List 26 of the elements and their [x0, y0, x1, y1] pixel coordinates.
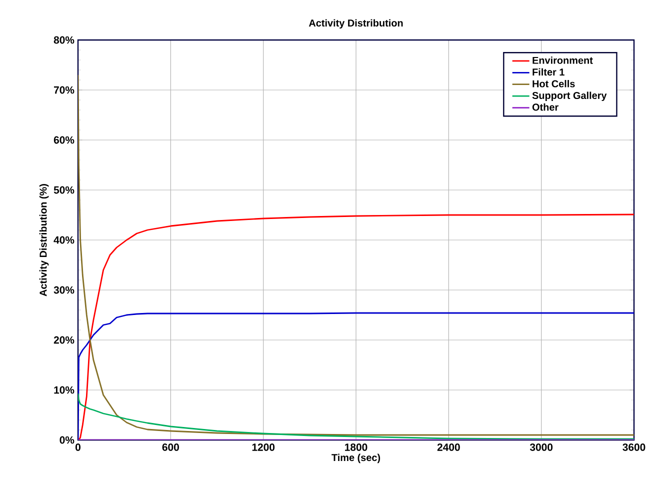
x-tick-label: 1800	[345, 444, 368, 451]
y-tick-label: 10%	[54, 386, 74, 394]
x-tick-label: 3600	[622, 444, 646, 451]
x-tick-label: 2400	[437, 444, 460, 451]
x-tick-label: 1200	[252, 444, 275, 451]
line-series	[78, 392, 634, 440]
legend-label: Other	[532, 103, 558, 111]
y-tick-label: 20%	[54, 336, 74, 344]
x-tick-label: 3000	[530, 444, 553, 451]
y-tick-label: 40%	[54, 236, 74, 244]
y-tick-label: 0%	[60, 436, 74, 444]
x-axis-title: Time (sec)	[332, 454, 380, 464]
y-tick-label: 70%	[54, 86, 74, 94]
legend-label: Filter 1	[532, 68, 564, 76]
x-tick-label: 600	[162, 444, 179, 451]
y-tick-label: 30%	[54, 286, 74, 294]
y-axis-title: Activity Distribution (%)	[39, 184, 49, 296]
legend-label: Hot Cells	[532, 80, 575, 88]
y-tick-label: 80%	[54, 36, 74, 44]
line-series	[78, 214, 634, 440]
legend-label: Support Gallery	[532, 92, 607, 101]
y-tick-label: 60%	[54, 136, 74, 144]
y-tick-label: 50%	[54, 186, 74, 194]
chart-title: Activity Distribution	[308, 19, 403, 29]
legend-label: Environment	[532, 56, 593, 64]
x-tick-label: 0	[75, 444, 80, 451]
